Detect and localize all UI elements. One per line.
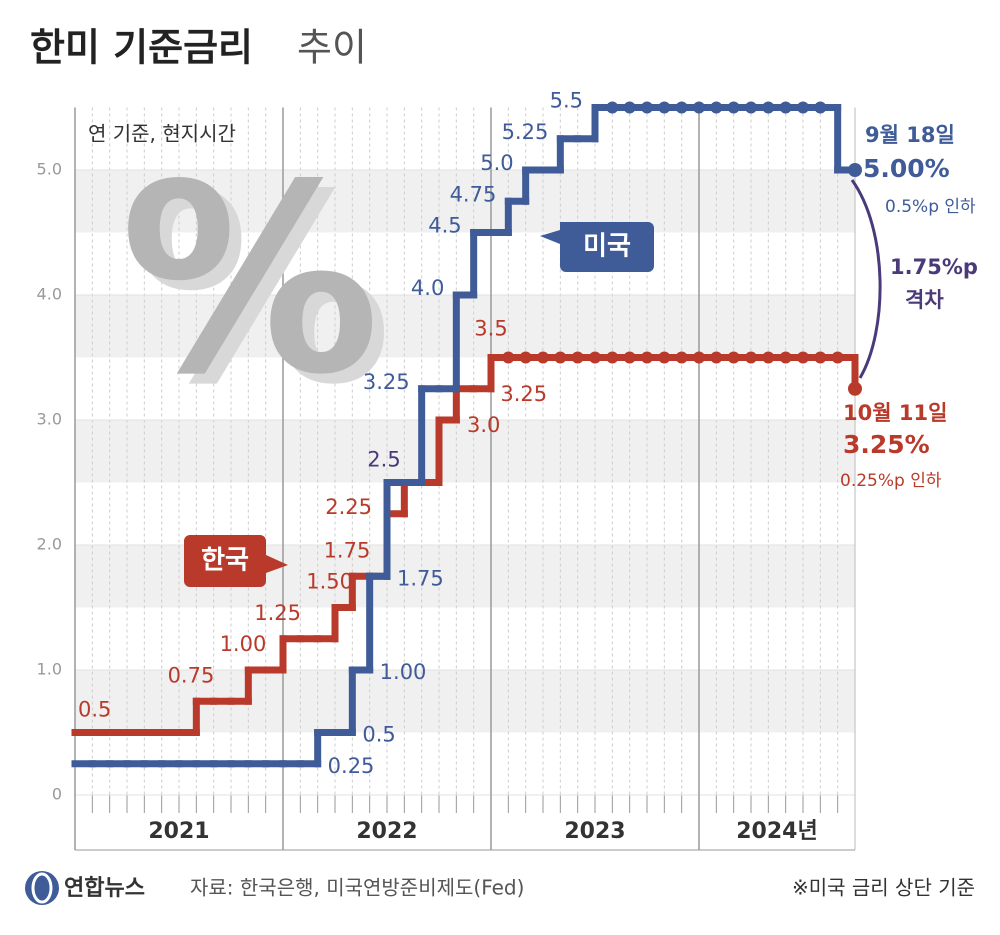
point-marker xyxy=(814,351,827,364)
legend-label: 미국 xyxy=(583,232,631,262)
y-tick-label: 1.0 xyxy=(37,660,62,679)
point-marker xyxy=(831,351,844,364)
x-group-label: 2023 xyxy=(564,819,625,844)
data-label: 4.0 xyxy=(411,276,444,300)
annotation: 9월 18일 xyxy=(865,123,955,147)
point-marker xyxy=(589,351,601,364)
point-marker xyxy=(762,101,775,114)
brand: 연합뉴스 xyxy=(64,875,145,901)
point-marker xyxy=(502,351,515,364)
annotation: 격차 xyxy=(905,288,944,312)
subtitle: 연 기준, 현지시간 xyxy=(88,122,236,146)
point-marker xyxy=(537,351,549,364)
data-label: 1.75 xyxy=(324,538,371,562)
annotation: 0.25%p 인하 xyxy=(840,471,942,491)
plot: 0 1.0 2.0 3.0 4.0 5.0 2021 2022 2023 2024년 0.5 0.75… xyxy=(37,89,862,844)
legend-callout xyxy=(540,222,654,272)
y-tick-label: 4.0 xyxy=(37,285,62,304)
point-marker xyxy=(571,351,584,364)
data-label: 3.25 xyxy=(363,370,410,394)
point-marker xyxy=(779,101,792,114)
y-tick-label: 0 xyxy=(52,785,62,804)
legend-callout xyxy=(184,535,288,587)
watermark-shadow: % xyxy=(132,140,393,442)
band xyxy=(75,420,855,483)
data-label: 0.75 xyxy=(168,663,215,687)
data-label: 2.25 xyxy=(325,495,372,519)
point-marker xyxy=(519,351,532,364)
y-tick-label: 3.0 xyxy=(37,410,62,429)
annotation: 10월 11일 xyxy=(843,401,947,425)
data-label: 5.0 xyxy=(480,151,513,175)
point-marker xyxy=(606,101,619,114)
data-label: 1.00 xyxy=(380,660,427,684)
annotation: 0.5%p 인하 xyxy=(885,197,976,217)
data-label: 4.5 xyxy=(428,214,461,238)
x-group-label: 2021 xyxy=(148,819,209,844)
point-marker xyxy=(797,351,809,364)
point-marker xyxy=(554,351,567,364)
note: ※미국 금리 상단 기준 xyxy=(792,876,975,900)
point-marker xyxy=(693,351,705,364)
data-label: 4.75 xyxy=(450,182,497,206)
point-marker xyxy=(797,101,809,114)
chart-title-light: 추이 xyxy=(297,26,367,70)
x-group-label: 2024년 xyxy=(736,819,817,844)
point-marker xyxy=(745,351,757,364)
point-marker xyxy=(848,163,862,177)
x-group-label: 2022 xyxy=(356,819,417,844)
point-marker xyxy=(814,101,827,114)
legend-label: 한국 xyxy=(201,546,249,576)
point-marker xyxy=(658,351,671,364)
point-marker xyxy=(727,351,740,364)
data-label: 0.25 xyxy=(328,754,375,778)
point-marker xyxy=(693,101,705,114)
data-label: 1.75 xyxy=(397,566,444,590)
data-label: 0.5 xyxy=(362,723,395,747)
data-label: 3.25 xyxy=(500,382,547,406)
point-marker xyxy=(848,381,862,396)
data-label: 3.5 xyxy=(474,317,507,341)
annotation: 3.25% xyxy=(843,430,930,459)
annotation: 5.00% xyxy=(863,154,950,183)
point-marker xyxy=(623,351,636,364)
data-label: 2.5 xyxy=(367,448,400,472)
data-label: 1.00 xyxy=(220,632,267,656)
point-marker xyxy=(641,351,653,364)
logo xyxy=(31,872,53,904)
point-marker xyxy=(727,101,740,114)
point-marker xyxy=(675,351,688,364)
annotation: 1.75%p xyxy=(890,255,978,279)
data-label: 1.25 xyxy=(254,601,301,625)
point-marker xyxy=(623,101,636,114)
point-marker xyxy=(641,101,653,114)
point-marker xyxy=(710,351,723,364)
band xyxy=(75,295,855,358)
point-marker xyxy=(779,351,792,364)
point-marker xyxy=(762,351,775,364)
band xyxy=(75,170,855,233)
logo xyxy=(25,871,59,905)
chart-title: 한미 기준금리 xyxy=(30,26,253,70)
point-marker xyxy=(606,351,619,364)
data-label: 3.0 xyxy=(467,413,500,437)
y-tick-label: 2.0 xyxy=(37,535,62,554)
data-label: 5.5 xyxy=(550,89,583,113)
data-label: 1.50 xyxy=(306,570,353,594)
point-marker xyxy=(658,101,671,114)
data-label: 0.5 xyxy=(78,698,111,722)
point-marker xyxy=(745,101,757,114)
point-marker xyxy=(710,101,723,114)
gap-bracket xyxy=(850,179,882,379)
y-tick-label: 5.0 xyxy=(37,160,62,179)
background xyxy=(74,107,856,851)
source: 자료: 한국은행, 미국연방준비제도(Fed) xyxy=(190,876,524,900)
watermark: % xyxy=(120,130,381,432)
point-marker xyxy=(675,101,688,114)
data-label: 5.25 xyxy=(502,120,549,144)
